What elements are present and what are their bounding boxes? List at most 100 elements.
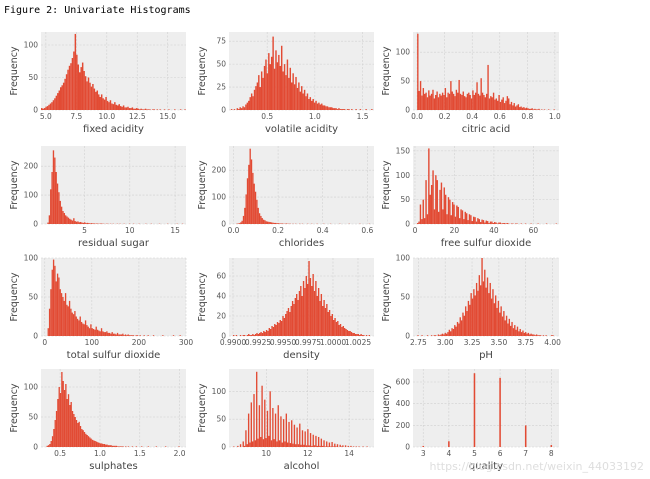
histogram-bar — [74, 221, 76, 224]
histogram-bar — [346, 109, 349, 110]
histogram-bar — [499, 222, 501, 224]
histogram-bar — [93, 440, 95, 447]
histogram-bar — [109, 445, 111, 447]
histogram-bar — [278, 223, 281, 224]
histogram-bar — [62, 297, 64, 336]
histogram-bar — [141, 446, 143, 447]
histogram-bar — [494, 99, 496, 110]
histogram-bar — [147, 109, 150, 110]
histogram-bar — [312, 434, 314, 447]
histogram-bar — [46, 445, 48, 447]
y-axis-label: Frequency — [9, 46, 20, 95]
histogram-bar — [536, 109, 539, 110]
histogram-bar — [291, 82, 293, 110]
histogram-bar — [141, 109, 144, 110]
histogram-bar — [357, 334, 360, 336]
histogram-bar — [421, 95, 423, 110]
histogram-bar — [280, 223, 282, 224]
histogram-bar — [260, 215, 262, 224]
histogram-bar — [90, 438, 92, 447]
histogram-bar — [47, 445, 50, 447]
y-tick-label: 100 — [396, 254, 411, 263]
histogram-bar — [266, 410, 269, 447]
histogram-bar — [121, 106, 123, 110]
histogram-bar — [97, 442, 99, 447]
histogram-bar — [110, 445, 112, 447]
histogram-bar — [305, 445, 308, 447]
x-tick-label: 1.0025 — [345, 338, 371, 347]
histogram-bar — [547, 109, 550, 110]
histogram-bar — [463, 219, 465, 224]
histogram-bar — [433, 335, 436, 336]
histogram-bar — [538, 108, 540, 110]
histogram-bar — [73, 414, 75, 447]
histogram-bar — [247, 413, 250, 447]
histogram-bar — [63, 213, 66, 224]
histogram-bar — [93, 88, 96, 110]
histogram-free-sulfur-dioxide: 0 20 40 60 0 50 100 150 free sulfur dioxide Frequ… — [381, 146, 559, 249]
histogram-bar — [351, 109, 353, 110]
histogram-bar — [252, 334, 254, 336]
histogram-bar — [274, 413, 277, 447]
histogram-bar — [517, 104, 520, 110]
histogram-bar — [443, 334, 445, 336]
histogram-bar — [235, 335, 238, 336]
histogram-bar — [512, 328, 515, 336]
histogram-bar — [450, 81, 452, 110]
y-tick-label: 400 — [396, 399, 411, 408]
histogram-bar — [106, 331, 108, 336]
histogram-bar — [254, 440, 257, 447]
histogram-bar — [527, 332, 530, 336]
histogram-bar — [243, 335, 246, 336]
histogram-bar — [273, 222, 275, 224]
histogram-bar — [85, 433, 87, 447]
y-tick-label: 100 — [396, 171, 411, 180]
histogram-bar — [106, 444, 108, 447]
histogram-bar — [172, 335, 175, 336]
histogram-bar — [530, 108, 532, 110]
histogram-bar — [481, 219, 483, 224]
histogram-bar — [365, 335, 368, 336]
histogram-bar — [94, 329, 96, 336]
histogram-bar — [473, 94, 475, 110]
y-axis-label: Frequency — [9, 272, 20, 321]
histogram-bar — [246, 102, 249, 110]
histogram-bar — [81, 222, 83, 224]
x-tick-label: 0.6 — [361, 226, 373, 235]
histogram-bar — [140, 108, 142, 110]
histogram-bar — [102, 444, 104, 447]
x-axis-label: alcohol — [284, 461, 320, 472]
histogram-bar — [61, 85, 63, 110]
histogram-bar — [286, 59, 289, 110]
x-tick-label: 1.0 — [309, 112, 321, 121]
histogram-bar — [164, 446, 167, 447]
histogram-bar — [474, 295, 476, 336]
histogram-bar — [345, 329, 347, 336]
histogram-bar — [268, 221, 270, 224]
histogram-bar — [102, 98, 104, 110]
histogram-bar — [274, 324, 276, 336]
histogram-bar — [59, 393, 62, 447]
histogram-bar — [71, 312, 73, 336]
histogram-bar — [149, 109, 151, 110]
histogram-bar — [62, 82, 65, 110]
histogram-bar — [433, 98, 436, 110]
histogram-bar — [457, 92, 459, 110]
histogram-bar — [276, 441, 278, 447]
histogram-bar — [111, 445, 114, 447]
histogram-bar — [358, 446, 360, 447]
histogram-bar — [127, 106, 129, 110]
histogram-bar — [130, 108, 132, 110]
histogram-bar — [146, 109, 148, 110]
histogram-bar — [468, 214, 471, 224]
x-axis-label: fixed acidity — [83, 124, 144, 135]
histogram-bar — [529, 334, 531, 336]
histogram-bar — [311, 286, 313, 336]
histogram-bar — [297, 444, 300, 447]
histogram-bar — [425, 92, 427, 110]
histogram-bar — [76, 54, 78, 110]
histogram-bar — [499, 377, 501, 447]
histogram-bar — [91, 328, 93, 336]
histogram-bar — [313, 102, 316, 110]
histogram-bar — [309, 278, 312, 336]
